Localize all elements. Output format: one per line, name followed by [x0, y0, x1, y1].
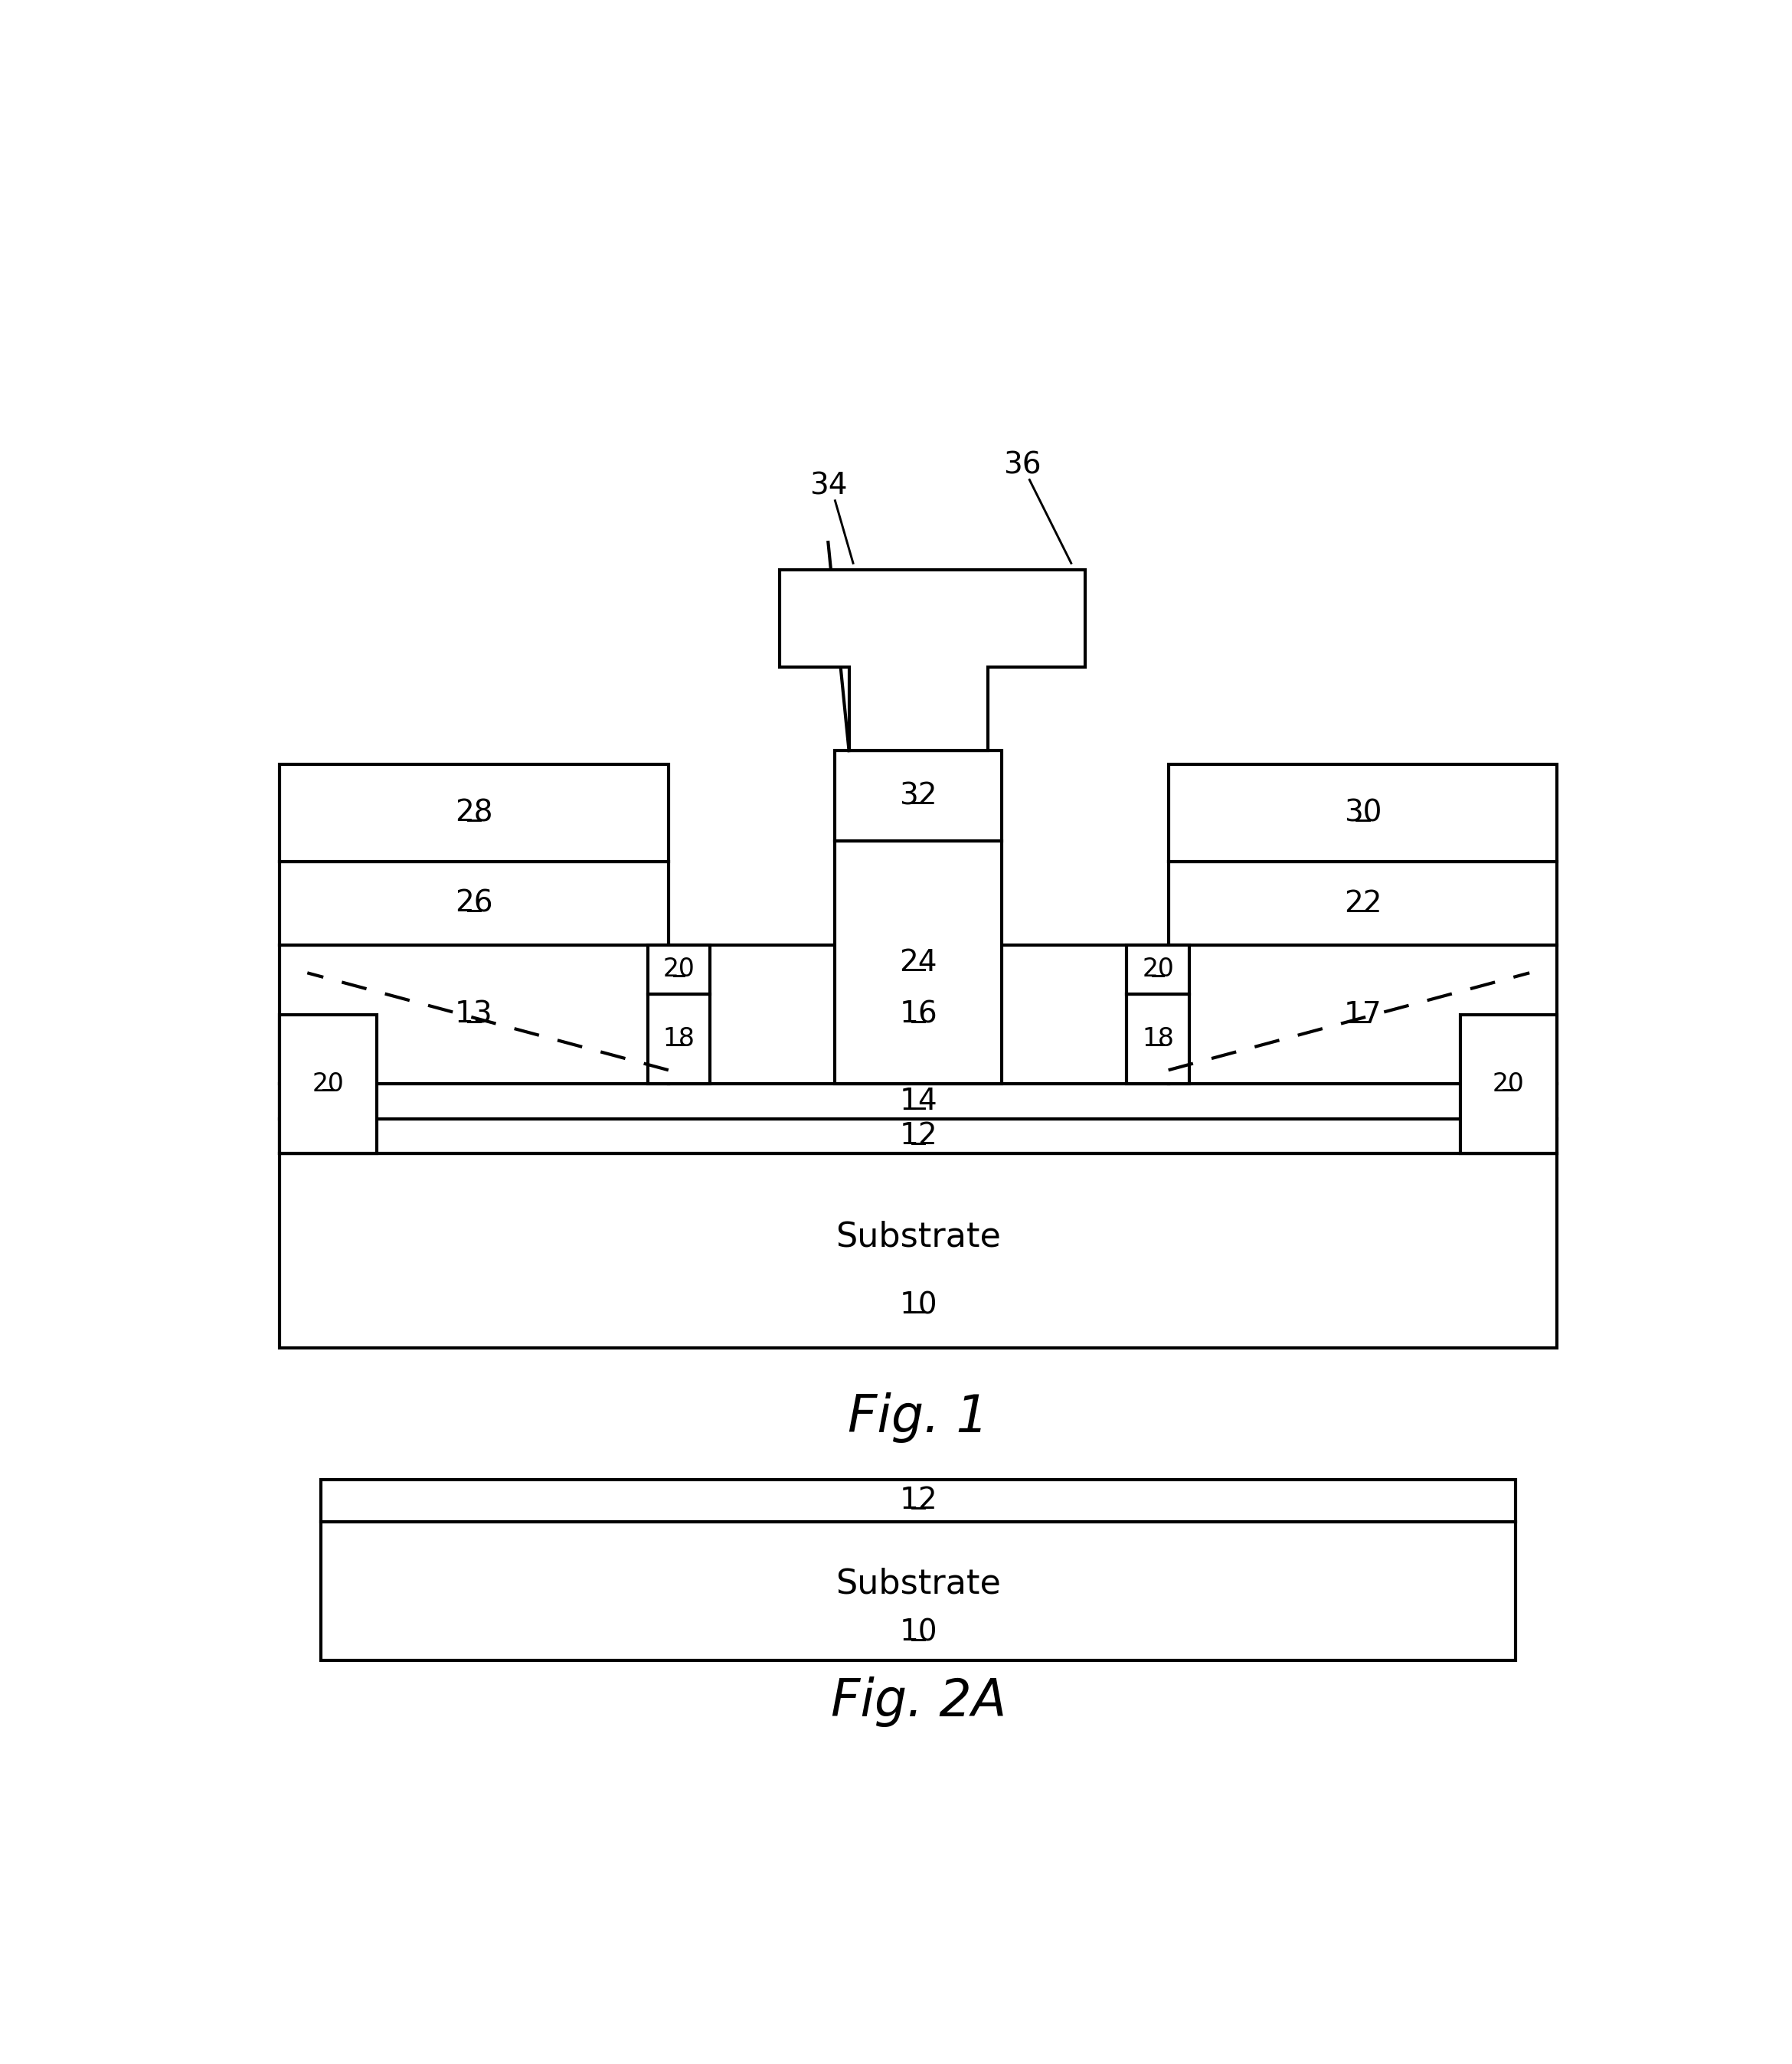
Bar	[321, 1521, 1516, 1659]
Bar	[280, 863, 668, 945]
Bar	[1460, 1015, 1557, 1154]
Text: 24: 24	[900, 947, 937, 976]
Bar	[280, 764, 668, 863]
Text: 12: 12	[900, 1121, 937, 1150]
Bar	[1168, 945, 1557, 1084]
Bar	[321, 1480, 1516, 1521]
Text: 28: 28	[455, 799, 493, 828]
Text: 34: 34	[810, 471, 848, 502]
Text: 20: 20	[1142, 958, 1174, 982]
Text: 18: 18	[663, 1026, 695, 1051]
Text: 26: 26	[455, 890, 493, 918]
Polygon shape	[780, 570, 1086, 751]
Bar	[280, 1015, 376, 1154]
Text: 20: 20	[1493, 1071, 1525, 1096]
Text: Substrate: Substrate	[835, 1220, 1002, 1253]
Text: 20: 20	[663, 958, 695, 982]
Text: 22: 22	[1344, 890, 1382, 918]
Bar	[835, 751, 1002, 840]
Text: 30: 30	[1344, 799, 1382, 828]
Text: 20: 20	[312, 1071, 344, 1096]
Bar	[1168, 764, 1557, 863]
Text: Substrate: Substrate	[835, 1567, 1002, 1600]
Text: 16: 16	[900, 999, 937, 1030]
Text: 12: 12	[900, 1486, 937, 1515]
Bar	[647, 945, 710, 993]
Text: 14: 14	[900, 1088, 937, 1117]
Text: 32: 32	[900, 782, 937, 811]
Text: 18: 18	[1142, 1026, 1174, 1051]
Text: 10: 10	[900, 1618, 937, 1647]
Text: 10: 10	[900, 1290, 937, 1319]
Bar	[280, 945, 668, 1084]
Bar	[668, 945, 1168, 1084]
Bar	[835, 840, 1002, 1084]
Bar	[280, 1084, 1557, 1119]
Text: Fig. 1: Fig. 1	[848, 1391, 989, 1443]
Text: 13: 13	[455, 999, 493, 1030]
Text: 36: 36	[1004, 450, 1041, 479]
Bar	[1127, 993, 1190, 1084]
Bar	[280, 1154, 1557, 1348]
Bar	[647, 993, 710, 1084]
Bar	[1168, 863, 1557, 945]
Text: Fig. 2A: Fig. 2A	[830, 1676, 1007, 1728]
Bar	[280, 1119, 1557, 1154]
Text: 17: 17	[1344, 999, 1382, 1030]
Bar	[1127, 945, 1190, 993]
